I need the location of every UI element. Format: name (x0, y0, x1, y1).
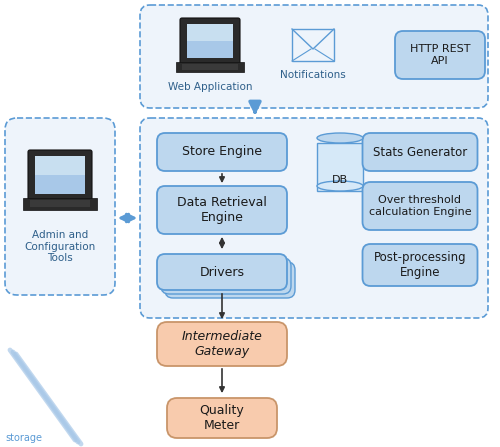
FancyBboxPatch shape (362, 182, 478, 230)
Text: Store Engine: Store Engine (182, 146, 262, 159)
FancyBboxPatch shape (35, 156, 85, 194)
FancyBboxPatch shape (161, 258, 291, 294)
Text: Notifications: Notifications (280, 70, 346, 80)
FancyBboxPatch shape (395, 31, 485, 79)
FancyBboxPatch shape (187, 24, 233, 41)
FancyBboxPatch shape (23, 198, 97, 210)
Text: Drivers: Drivers (200, 266, 244, 278)
Text: storage: storage (5, 433, 42, 443)
FancyBboxPatch shape (176, 62, 244, 72)
Text: DB: DB (332, 175, 348, 185)
FancyBboxPatch shape (187, 24, 233, 58)
FancyBboxPatch shape (180, 18, 240, 64)
FancyBboxPatch shape (140, 5, 488, 108)
FancyBboxPatch shape (157, 322, 287, 366)
Text: Post-processing
Engine: Post-processing Engine (374, 251, 466, 279)
FancyBboxPatch shape (165, 262, 295, 298)
Text: Over threshold
calculation Engine: Over threshold calculation Engine (368, 195, 472, 217)
FancyBboxPatch shape (182, 64, 238, 70)
FancyBboxPatch shape (157, 186, 287, 234)
Ellipse shape (317, 181, 363, 191)
FancyBboxPatch shape (35, 156, 85, 175)
FancyBboxPatch shape (157, 133, 287, 171)
FancyBboxPatch shape (28, 150, 92, 200)
FancyBboxPatch shape (167, 398, 277, 438)
Text: Web Application: Web Application (168, 82, 252, 92)
FancyBboxPatch shape (30, 200, 90, 207)
Text: Data Retrieval
Engine: Data Retrieval Engine (177, 196, 267, 224)
Text: Admin and
Configuration
Tools: Admin and Configuration Tools (24, 230, 96, 263)
Text: Quality
Meter: Quality Meter (200, 404, 244, 432)
Text: HTTP REST
API: HTTP REST API (410, 44, 470, 66)
FancyBboxPatch shape (140, 118, 488, 318)
FancyBboxPatch shape (292, 29, 334, 61)
Text: Stats Generator: Stats Generator (373, 146, 467, 159)
Ellipse shape (317, 133, 363, 143)
FancyBboxPatch shape (362, 133, 478, 171)
FancyBboxPatch shape (317, 143, 363, 191)
Text: Intermediate
Gateway: Intermediate Gateway (182, 330, 262, 358)
FancyBboxPatch shape (362, 244, 478, 286)
FancyBboxPatch shape (5, 118, 115, 295)
FancyBboxPatch shape (157, 254, 287, 290)
